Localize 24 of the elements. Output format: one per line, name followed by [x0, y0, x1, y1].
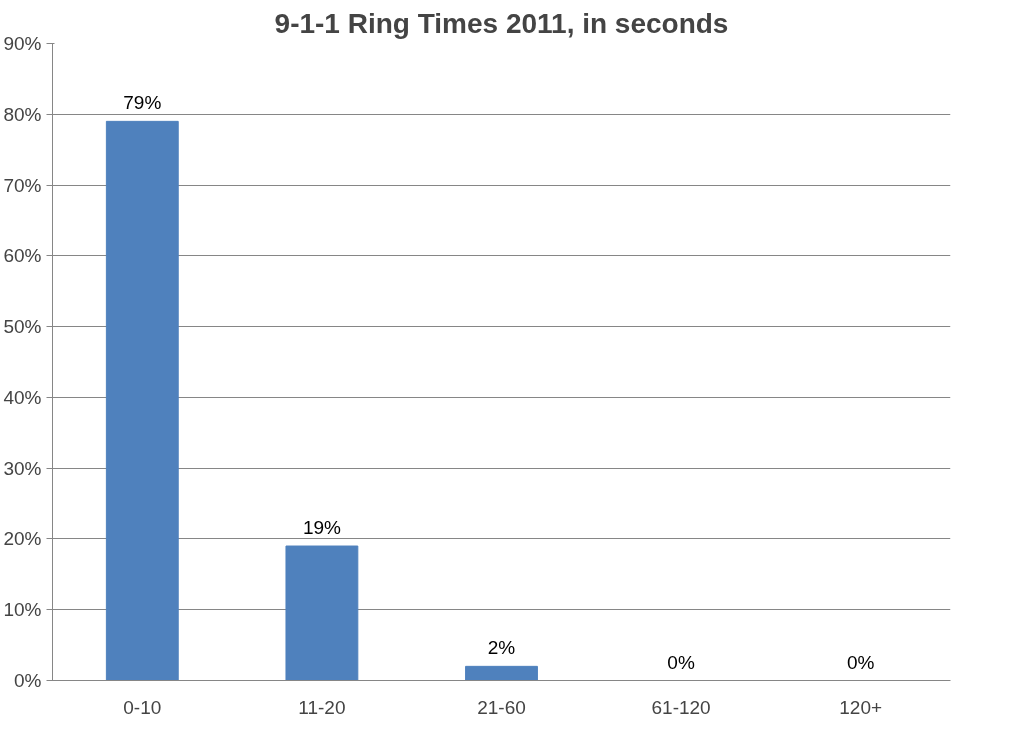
x-tick-label: 11-20: [298, 696, 346, 718]
data-label: 0%: [667, 651, 695, 673]
y-tick-label: 10%: [3, 599, 42, 621]
x-tick-label: 61-120: [651, 696, 711, 718]
y-tick-label: 90%: [3, 33, 42, 54]
data-label: 79%: [123, 92, 162, 114]
bar: [105, 120, 179, 681]
y-tick-label: 20%: [3, 528, 42, 550]
data-label: 0%: [846, 651, 875, 673]
y-tick-label: 80%: [3, 103, 42, 125]
y-tick-label: 50%: [3, 316, 42, 338]
data-label: 19%: [302, 517, 342, 539]
x-tick-label: 21-60: [477, 696, 526, 718]
bar: [465, 665, 538, 681]
y-tick-label: 40%: [3, 386, 42, 408]
bar: [285, 545, 359, 681]
y-tick-label: 60%: [3, 245, 42, 267]
chart-title: 9-1-1 Ring Times 2011, in seconds: [274, 7, 729, 39]
data-label: 2%: [487, 637, 516, 659]
y-tick-label: 0%: [14, 670, 42, 691]
x-tick-label: 0-10: [123, 696, 162, 718]
y-tick-label: 70%: [3, 174, 42, 196]
x-tick-label: 120+: [839, 696, 883, 718]
y-tick-label: 30%: [3, 457, 42, 479]
